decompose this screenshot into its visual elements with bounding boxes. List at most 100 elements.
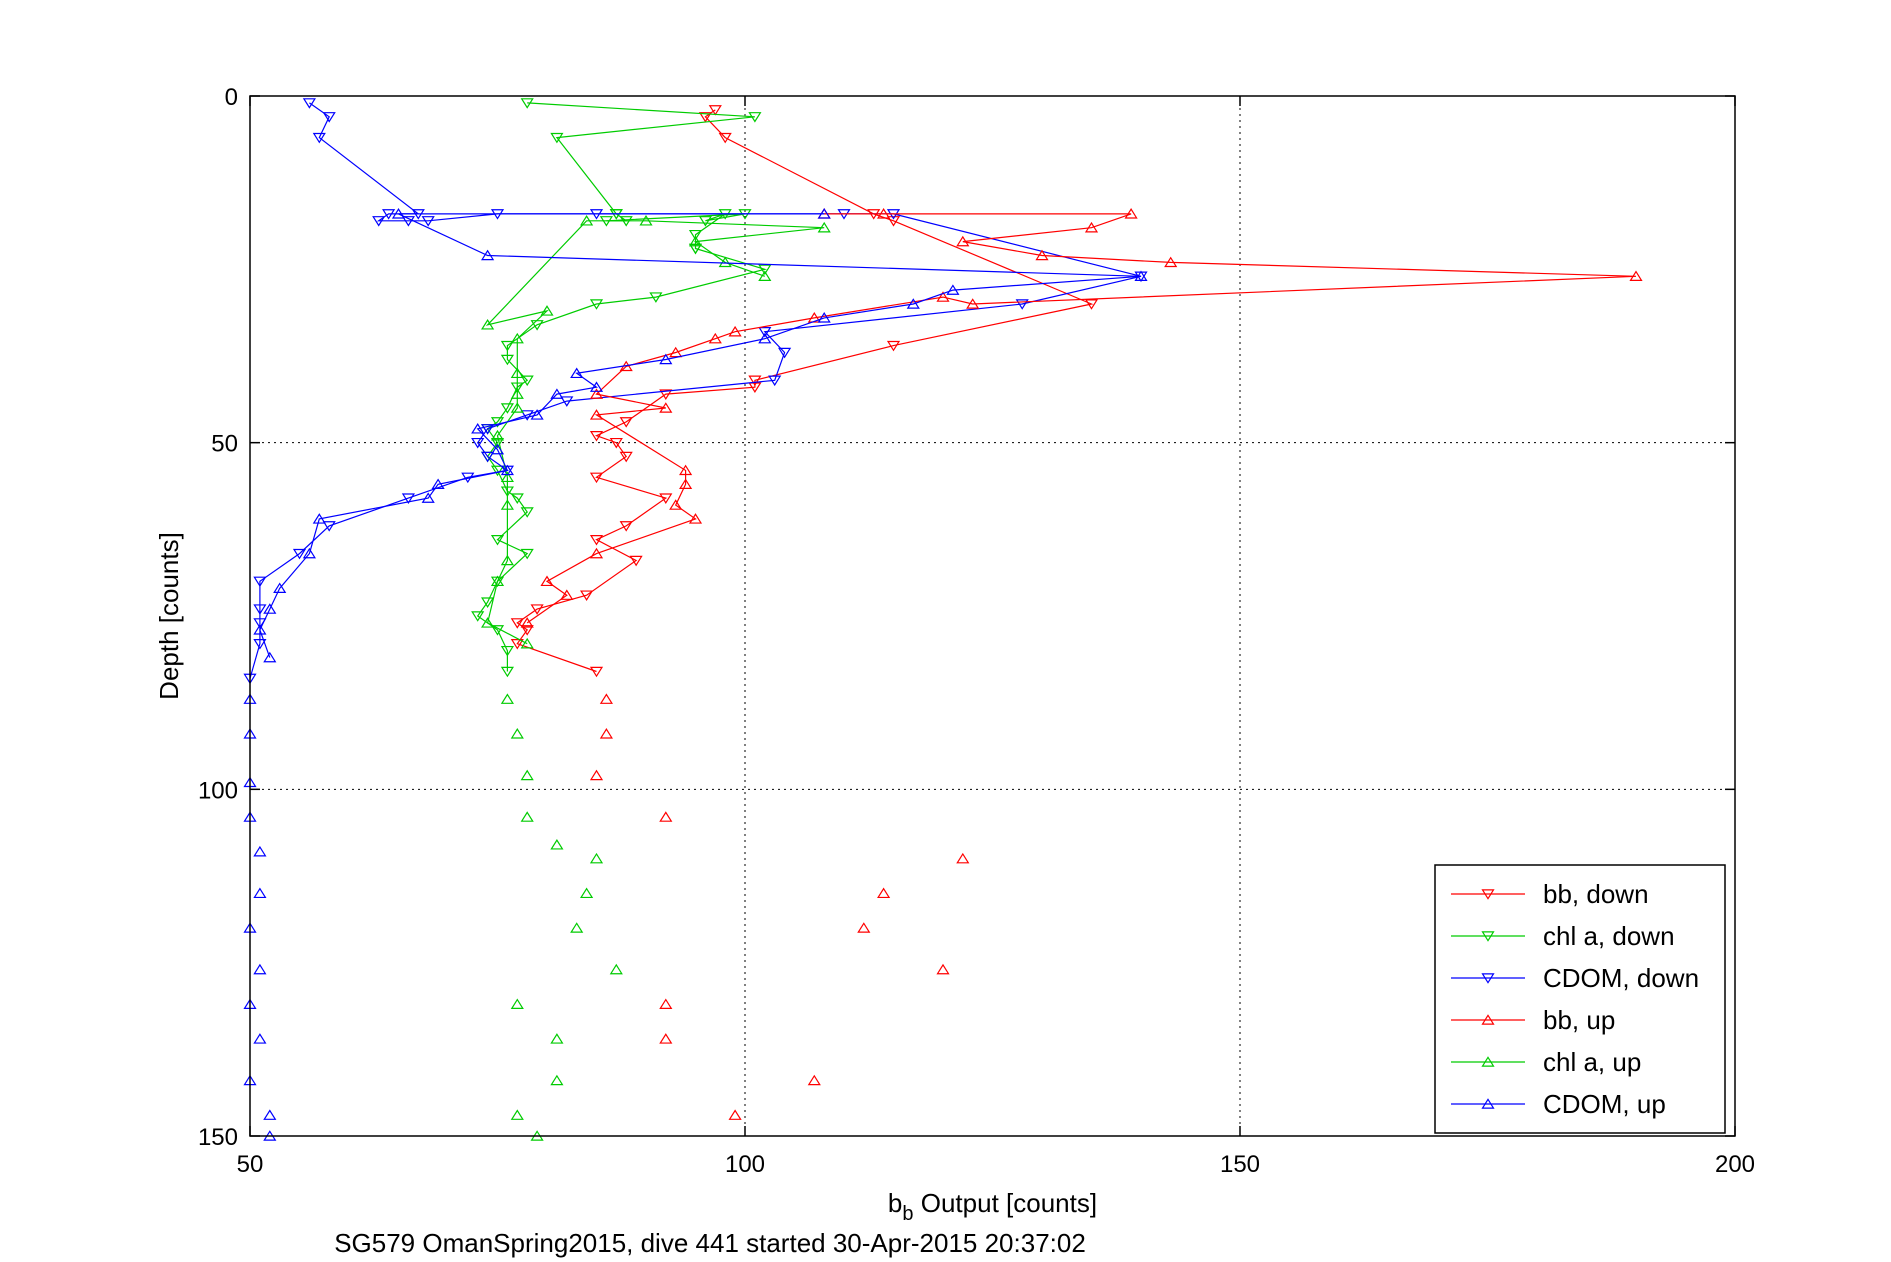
data-point [1035, 249, 1049, 261]
data-point [471, 437, 485, 449]
data-point [698, 216, 712, 227]
data-point [708, 332, 722, 344]
data-point [550, 1074, 564, 1086]
data-point [748, 375, 762, 387]
data-point [510, 728, 524, 739]
x-tick-label: 50 [237, 1151, 264, 1178]
data-point [1084, 299, 1099, 310]
data-point [302, 547, 316, 559]
data-point [490, 535, 505, 546]
data-point [510, 998, 524, 1009]
data-point [421, 492, 435, 503]
data-point [589, 472, 604, 484]
data-point [401, 493, 415, 504]
y-tick-label: 100 [198, 777, 238, 804]
data-point [490, 437, 505, 449]
data-point [481, 597, 495, 608]
data-point [471, 422, 485, 434]
data-point [758, 327, 772, 338]
data-point [817, 312, 831, 323]
data-point [589, 535, 604, 546]
data-point [609, 963, 623, 975]
data-point [253, 639, 267, 650]
data-point [510, 388, 524, 399]
plot-frame [249, 95, 1736, 1137]
data-point [906, 298, 920, 309]
data-point [471, 611, 485, 622]
y-tick-label: 50 [211, 431, 238, 458]
data-point [550, 132, 564, 144]
data-point [500, 554, 514, 566]
data-point [520, 507, 534, 518]
data-point [669, 499, 683, 510]
data-point [510, 639, 524, 650]
data-point [510, 618, 524, 629]
legend-entry: bb, up [1543, 1005, 1615, 1035]
series-5 [243, 208, 1148, 1141]
data-point [253, 963, 267, 975]
data-point [619, 451, 633, 463]
data-point [1124, 208, 1138, 219]
data-point [599, 693, 613, 704]
data-point [877, 208, 891, 219]
data-point [589, 431, 604, 442]
legend-entry: chl a, down [1543, 921, 1675, 951]
data-point [708, 105, 722, 116]
data-point [500, 499, 514, 510]
data-point [659, 389, 673, 400]
series-line [526, 213, 1637, 624]
data-point [490, 465, 505, 477]
data-point [273, 582, 287, 593]
data-point [877, 887, 891, 899]
data-point [490, 575, 505, 587]
data-point [500, 666, 514, 678]
data-point [589, 852, 604, 864]
data-point [520, 625, 534, 636]
data-point [966, 298, 980, 309]
series-4 [481, 214, 831, 1141]
data-point [382, 209, 396, 220]
data-point [728, 1109, 742, 1120]
data-point [560, 589, 574, 600]
data-point [421, 216, 435, 227]
legend: bb, down chl a, down CDOM, down bb, up chl a… [1434, 864, 1726, 1134]
series-line [259, 213, 1142, 658]
data-point [758, 332, 772, 344]
data-point [589, 299, 604, 310]
x-tick-label: 200 [1715, 1151, 1755, 1178]
data-point [629, 555, 643, 567]
data-point [659, 811, 673, 822]
data-point [510, 1109, 524, 1120]
data-point [550, 838, 564, 850]
data-series [243, 98, 1643, 1141]
data-point [500, 693, 514, 704]
data-point [659, 493, 673, 504]
data-point [322, 112, 336, 123]
data-point [540, 305, 554, 316]
data-point [520, 375, 534, 387]
data-point [520, 410, 534, 421]
data-point [500, 403, 514, 414]
data-point [530, 409, 544, 420]
data-point [490, 443, 505, 455]
x-tick-label: 100 [725, 1151, 765, 1178]
data-point [580, 590, 594, 602]
data-point [688, 513, 703, 524]
legend-box [1434, 864, 1726, 1134]
data-point [1629, 270, 1643, 281]
data-point [253, 604, 267, 615]
data-point [936, 291, 950, 302]
data-point [778, 347, 792, 359]
legend-entry: CDOM, up [1543, 1089, 1666, 1119]
data-point [688, 243, 703, 255]
data-point [481, 617, 495, 628]
data-point [619, 521, 633, 532]
data-point [550, 1033, 564, 1044]
data-point [580, 887, 594, 899]
data-point [748, 382, 762, 394]
x-axis-label-rest: Output [counts] [914, 1188, 1098, 1218]
data-point [570, 922, 584, 933]
data-point [322, 521, 336, 532]
data-point [768, 375, 782, 387]
